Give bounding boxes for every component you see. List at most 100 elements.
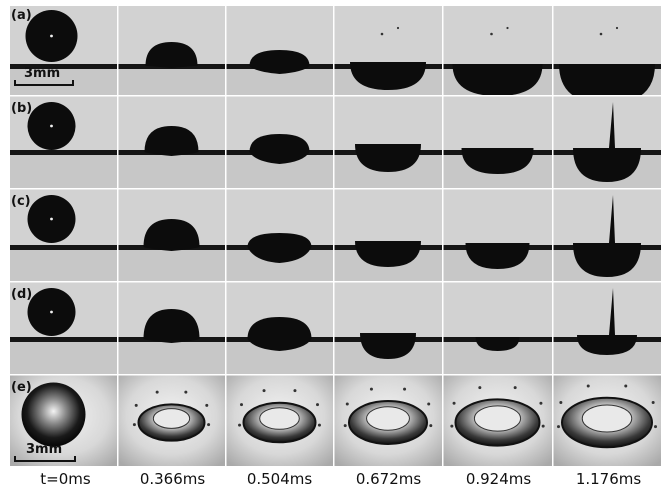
scale-bar-label: 3mm: [24, 66, 61, 81]
spray-droplet: [506, 26, 509, 30]
coalescing-droplet: [249, 50, 310, 74]
time-label-4: 0.672ms: [355, 470, 422, 488]
liquid-pool: [10, 66, 117, 95]
liquid-pool: [10, 339, 117, 374]
splash-droplet: [513, 386, 517, 390]
splash-droplet: [586, 384, 590, 388]
liquid-jet: [609, 195, 615, 243]
coalescing-droplet: [247, 317, 312, 351]
penetrating-cavity: [577, 335, 637, 355]
crown-center: [581, 404, 633, 433]
crown-center: [366, 406, 410, 431]
spray-droplet: [490, 32, 493, 36]
coalescing-droplet: [249, 134, 310, 164]
spray-droplet: [396, 26, 400, 30]
time-label-5: 0.924ms: [465, 470, 532, 488]
splash-droplet: [155, 390, 159, 394]
liquid-pool: [118, 66, 225, 95]
splash-droplet: [450, 424, 454, 428]
droplet-top-view: [21, 382, 86, 447]
row-label-b: (b): [11, 101, 33, 116]
crown-center: [152, 408, 191, 429]
penetrating-cavity: [573, 148, 641, 182]
penetrating-cavity: [475, 337, 520, 351]
splash-droplet: [293, 389, 297, 393]
splash-droplet: [184, 390, 188, 394]
crown-rim: [454, 398, 541, 447]
crown-center: [473, 405, 522, 432]
time-label-6: 1.176ms: [575, 470, 642, 488]
liquid-surface: [10, 245, 117, 250]
coalescing-droplet: [143, 219, 200, 251]
row-separator: [10, 95, 662, 97]
crown-rim: [561, 396, 653, 449]
splash-droplet: [345, 402, 349, 406]
splash-droplet: [559, 401, 563, 405]
row-label-c: (c): [11, 194, 31, 209]
droplet-highlight: [50, 124, 53, 128]
spray-droplet: [615, 26, 619, 30]
row-label-a: (a): [11, 8, 32, 23]
splash-droplet: [478, 386, 482, 390]
liquid-pool: [118, 152, 225, 188]
liquid-pool: [10, 152, 117, 188]
splash-droplet: [369, 387, 373, 391]
coalescing-droplet: [247, 233, 312, 263]
liquid-pool: [118, 247, 225, 281]
splash-droplet: [403, 387, 407, 391]
splash-droplet: [262, 389, 266, 393]
splash-droplet: [317, 423, 321, 427]
penetrating-cavity: [355, 241, 421, 267]
splash-droplet: [239, 403, 243, 407]
spray-droplet: [380, 32, 384, 36]
splash-droplet: [316, 403, 320, 407]
crown-rim: [242, 401, 317, 444]
column-separator: [442, 6, 444, 467]
crown-rim: [348, 400, 428, 445]
penetrating-cavity: [360, 333, 416, 359]
scale-bar-label: 3mm: [26, 442, 63, 457]
splash-droplet: [541, 424, 545, 428]
coalescing-droplet: [143, 309, 200, 343]
penetrating-cavity: [465, 243, 530, 269]
liquid-pool: [10, 247, 117, 281]
coalescing-droplet: [144, 126, 199, 156]
splash-droplet: [343, 424, 347, 428]
time-label-2: 0.366ms: [139, 470, 206, 488]
splash-droplet: [452, 401, 456, 405]
penetrating-cavity: [355, 144, 421, 172]
liquid-jet: [609, 288, 615, 335]
column-separator: [552, 6, 554, 467]
droplet-highlight: [50, 217, 53, 221]
splash-droplet: [429, 424, 433, 428]
crown-rim: [137, 403, 206, 442]
scale-bar-row-a: 3mm: [14, 66, 76, 90]
splash-droplet: [207, 423, 211, 427]
row-separator: [10, 374, 662, 376]
column-separator: [333, 6, 335, 467]
penetrating-cavity: [452, 64, 543, 96]
spray-droplet: [599, 32, 603, 36]
splash-droplet: [624, 384, 628, 388]
row-label-e: (e): [11, 380, 32, 395]
penetrating-cavity: [350, 62, 426, 90]
splash-droplet: [238, 423, 242, 427]
penetrating-cavity: [559, 64, 655, 104]
column-separator: [117, 6, 119, 467]
liquid-surface: [10, 337, 117, 342]
penetrating-cavity: [461, 148, 534, 174]
column-separator: [225, 6, 227, 467]
row-separator: [10, 188, 662, 190]
splash-droplet: [651, 401, 655, 405]
splash-droplet: [654, 425, 658, 429]
splash-droplet: [539, 401, 543, 405]
splash-droplet: [134, 403, 138, 407]
liquid-surface: [10, 150, 117, 155]
splash-droplet: [427, 402, 431, 406]
splash-droplet: [205, 403, 209, 407]
droplet-highlight: [50, 34, 53, 38]
liquid-surface: [10, 64, 117, 69]
penetrating-cavity: [573, 243, 641, 277]
